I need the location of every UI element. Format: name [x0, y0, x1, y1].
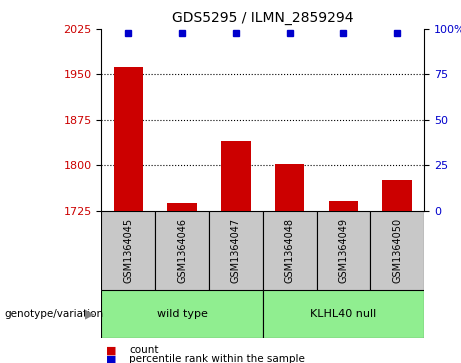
Bar — [329, 201, 358, 211]
Text: ▶: ▶ — [85, 307, 95, 321]
Bar — [221, 141, 251, 211]
Text: GSM1364046: GSM1364046 — [177, 218, 187, 283]
Bar — [275, 164, 304, 211]
Bar — [383, 180, 412, 211]
Bar — [167, 203, 197, 211]
Text: ■: ■ — [106, 354, 117, 363]
Text: GSM1364050: GSM1364050 — [392, 218, 402, 283]
Bar — [113, 67, 143, 211]
Bar — [370, 211, 424, 290]
Bar — [209, 211, 263, 290]
Text: GSM1364048: GSM1364048 — [284, 218, 295, 283]
Text: GSM1364045: GSM1364045 — [123, 218, 133, 283]
Text: GSM1364047: GSM1364047 — [231, 218, 241, 283]
Text: wild type: wild type — [157, 309, 207, 319]
Text: percentile rank within the sample: percentile rank within the sample — [129, 354, 305, 363]
Bar — [155, 211, 209, 290]
Text: ■: ■ — [106, 345, 117, 355]
Text: genotype/variation: genotype/variation — [5, 309, 104, 319]
Text: GSM1364049: GSM1364049 — [338, 218, 349, 283]
Bar — [263, 290, 424, 338]
Bar — [101, 290, 263, 338]
Bar — [263, 211, 317, 290]
Text: KLHL40 null: KLHL40 null — [310, 309, 377, 319]
Bar — [317, 211, 370, 290]
Bar — [101, 211, 155, 290]
Text: count: count — [129, 345, 159, 355]
Title: GDS5295 / ILMN_2859294: GDS5295 / ILMN_2859294 — [172, 11, 354, 25]
